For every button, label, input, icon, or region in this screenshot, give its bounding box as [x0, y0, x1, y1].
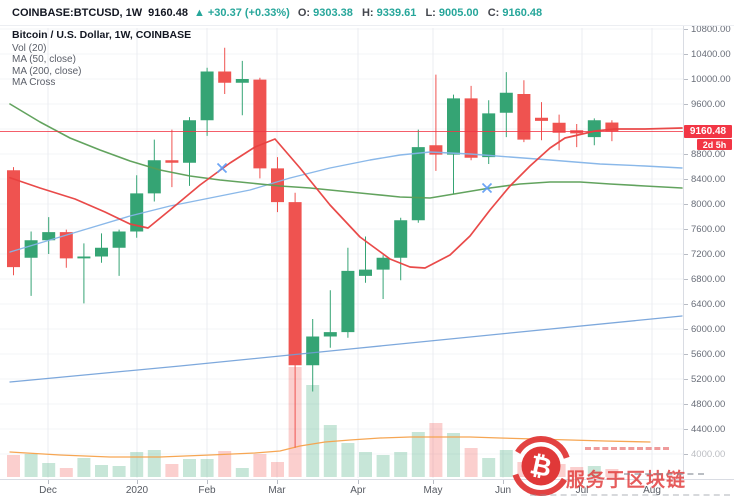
price-tick [684, 454, 688, 455]
price-axis-label: 8800.00 [691, 149, 726, 160]
legend-ma50-row[interactable]: MA (50, close) [12, 54, 76, 65]
time-axis-label: 2020 [125, 485, 149, 496]
price-axis-label: 5200.00 [691, 374, 726, 385]
price-axis-label: 7600.00 [691, 224, 726, 235]
time-tick [503, 480, 504, 484]
price-tick [684, 254, 688, 255]
price-tick [684, 404, 688, 405]
time-tick [277, 480, 278, 484]
price-axis-label: 10800.00 [691, 24, 731, 35]
high-label: H: [361, 6, 374, 19]
time-tick [137, 480, 138, 484]
price-axis-label: 10000.00 [691, 74, 731, 85]
time-axis-label: Apr [350, 485, 366, 496]
price-axis-label: 9600.00 [691, 99, 726, 110]
price-tick [684, 229, 688, 230]
price-axis-label: 10400.00 [691, 49, 731, 60]
time-axis[interactable]: Dec 2020 Feb Mar Apr May Jun Jul Aug [0, 479, 734, 501]
time-axis-label: Mar [268, 485, 286, 496]
chart-header: COINBASE:BTCUSD, 1W 9160.48 ▲ +30.37 (+0… [0, 0, 734, 26]
price-axis-label: 4400.00 [691, 424, 726, 435]
price-tick [684, 179, 688, 180]
price-tick [684, 279, 688, 280]
price-axis-label: 8000.00 [691, 199, 726, 210]
legend-macross-row[interactable]: MA Cross [12, 77, 56, 88]
time-tick [582, 480, 583, 484]
price-axis-label: 4000.00 [691, 449, 726, 460]
time-tick [48, 480, 49, 484]
time-tick [433, 480, 434, 484]
indicator-legend: Bitcoin / U.S. Dollar, 1W, COINBASE Vol … [12, 29, 192, 89]
open-label: O: [297, 6, 311, 19]
price-axis-label: 5600.00 [691, 349, 726, 360]
high-value: 9339.61 [376, 6, 417, 19]
bar-countdown-badge: 2d 5h [697, 139, 732, 150]
price-tick [684, 354, 688, 355]
price-axis-label: 6000.00 [691, 324, 726, 335]
time-axis-label: Feb [198, 485, 216, 496]
last-price: 9160.48 [148, 6, 188, 19]
price-tick [684, 429, 688, 430]
legend-ma200-row[interactable]: MA (200, close) [12, 65, 82, 77]
ma-cross-marker [216, 162, 228, 174]
price-tick [684, 379, 688, 380]
price-tick [684, 154, 688, 155]
price-tick [684, 304, 688, 305]
price-tick [684, 104, 688, 105]
price-axis-label: 6400.00 [691, 299, 726, 310]
time-tick [207, 480, 208, 484]
low-value: 9005.00 [438, 6, 479, 19]
price-tick [684, 29, 688, 30]
price-tick [684, 329, 688, 330]
price-tick [684, 204, 688, 205]
time-axis-label: May [423, 485, 443, 496]
symbol-title[interactable]: COINBASE:BTCUSD, 1W [12, 6, 143, 19]
price-axis-label: 6800.00 [691, 274, 726, 285]
close-value: 9160.48 [502, 6, 543, 19]
low-label: L: [425, 6, 436, 19]
last-price-badge: 9160.48 [684, 125, 732, 138]
legend-symbol-row[interactable]: Bitcoin / U.S. Dollar, 1W, COINBASE [12, 29, 192, 41]
price-axis-label: 7200.00 [691, 249, 726, 260]
time-axis-label: Jun [494, 485, 512, 496]
price-tick [684, 54, 688, 55]
time-tick [358, 480, 359, 484]
open-value: 9303.38 [313, 6, 353, 19]
time-axis-label: Jul [575, 485, 589, 496]
time-axis-label: Aug [643, 485, 661, 496]
price-change: ▲ +30.37 (+0.33%) [193, 6, 290, 19]
ma-cross-marker [481, 182, 493, 194]
time-axis-label: Dec [39, 485, 57, 496]
legend-volume-row[interactable]: Vol (20) [12, 42, 47, 54]
price-axis-label: 8400.00 [691, 174, 726, 185]
price-axis-label: 4800.00 [691, 399, 726, 410]
time-tick [652, 480, 653, 484]
price-axis[interactable]: 10800.00 10400.00 10000.00 9600.00 8800.00 84… [683, 24, 734, 479]
close-label: C: [487, 6, 500, 19]
ohlc-values: O: 9303.38 H: 9339.61 L: 9005.00 C: 9160… [298, 7, 548, 19]
price-tick [684, 79, 688, 80]
